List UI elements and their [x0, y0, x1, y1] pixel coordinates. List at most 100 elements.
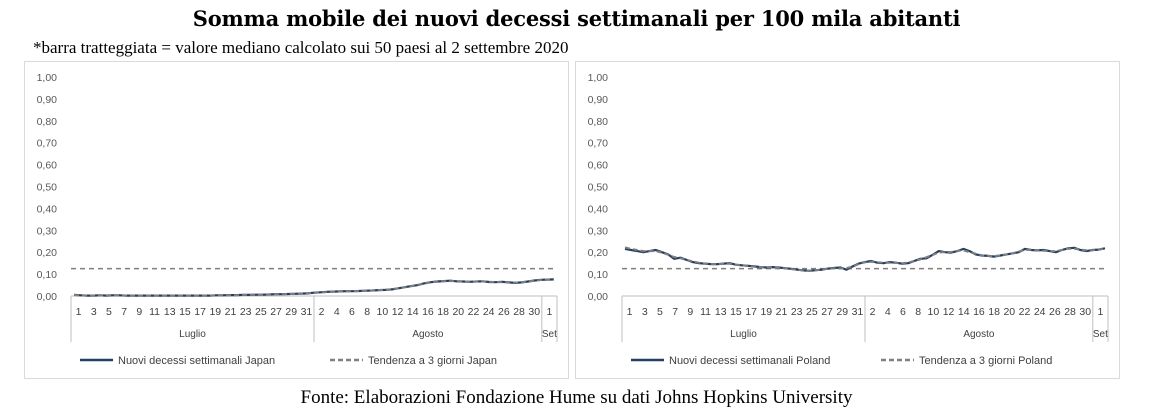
x-tick-label: 26	[1049, 306, 1061, 318]
line-chart-poland: 0,00 0,10 0,20 0,30 0,40 0,50 0,60 0,70 0,80 0,90…	[588, 72, 1109, 367]
x-tick-label: 21	[225, 306, 237, 318]
y-tick-label: 0,00	[37, 291, 58, 303]
x-tick-label: 7	[672, 306, 678, 318]
y-tick-label: 0,60	[37, 160, 58, 172]
x-tick-label: 5	[106, 306, 112, 318]
y-tick-label: 0,10	[37, 269, 58, 281]
x-tick-label: 4	[885, 306, 891, 318]
x-tick-label: 28	[513, 306, 525, 318]
x-tick-label: 30	[1079, 306, 1091, 318]
y-tick-label: 0,80	[588, 116, 609, 128]
y-tick-label: 0,20	[588, 247, 609, 259]
month-label: Set	[542, 329, 557, 340]
x-tick-label: 16	[973, 306, 985, 318]
x-tick-label: 18	[437, 306, 449, 318]
source-footer: Fonte: Elaborazioni Fondazione Hume su d…	[300, 387, 853, 408]
chart-panel-japan: 0,00 0,10 0,20 0,30 0,40 0,50 0,60 0,70 0,80 0,90…	[24, 61, 569, 379]
x-tick-label: 10	[928, 306, 940, 318]
series-line-trend	[624, 246, 1106, 272]
chart-title: Somma mobile dei nuovi decessi settimana…	[192, 6, 961, 31]
month-label: Agosto	[963, 329, 995, 340]
x-tick-label: 19	[760, 306, 772, 318]
x-tick-label: 2	[870, 306, 876, 318]
x-tick-label: 17	[194, 306, 206, 318]
x-tick-label: 1	[546, 306, 552, 318]
x-tick-label: 27	[270, 306, 282, 318]
x-tick-label: 18	[988, 306, 1000, 318]
x-tick-label: 9	[136, 306, 142, 318]
x-tick-label: 26	[498, 306, 510, 318]
x-tick-label: 17	[745, 306, 757, 318]
x-tick-label: 25	[255, 306, 267, 318]
x-tick-label: 3	[91, 306, 97, 318]
x-tick-label: 24	[483, 306, 495, 318]
y-tick-label: 0,60	[588, 160, 609, 172]
x-tick-label: 23	[791, 306, 803, 318]
x-tick-label: 31	[301, 306, 313, 318]
x-tick-label: 14	[958, 306, 970, 318]
x-tick-label: 3	[642, 306, 648, 318]
x-tick-label: 13	[164, 306, 176, 318]
series-line-weekly-deaths	[624, 246, 1106, 272]
month-label: Agosto	[412, 329, 444, 340]
x-tick-label: 6	[900, 306, 906, 318]
x-tick-label: 13	[715, 306, 727, 318]
legend-label-weekly: Nuovi decessi settimanali Poland	[669, 355, 830, 367]
x-tick-label: 12	[943, 306, 955, 318]
y-tick-label: 0,50	[37, 182, 58, 194]
month-label: Luglio	[730, 329, 757, 340]
y-tick-label: 0,50	[588, 182, 609, 194]
x-tick-label: 4	[334, 306, 340, 318]
line-chart-japan: 0,00 0,10 0,20 0,30 0,40 0,50 0,60 0,70 0,80 0,90…	[37, 72, 558, 367]
x-tick-label: 27	[821, 306, 833, 318]
x-tick-label: 30	[528, 306, 540, 318]
x-tick-label: 12	[392, 306, 404, 318]
y-tick-label: 0,30	[588, 225, 609, 237]
x-tick-label: 24	[1034, 306, 1046, 318]
y-tick-label: 0,40	[37, 203, 58, 215]
x-tick-label: 1	[76, 306, 82, 318]
y-tick-label: 0,90	[588, 94, 609, 106]
legend-label-trend: Tendenza a 3 giorni Poland	[919, 355, 1052, 367]
x-tick-label: 31	[852, 306, 864, 318]
x-tick-label: 6	[349, 306, 355, 318]
legend-label-weekly: Nuovi decessi settimanali Japan	[118, 355, 275, 367]
x-tick-label: 28	[1064, 306, 1076, 318]
y-tick-label: 1,00	[37, 72, 58, 84]
x-tick-label: 21	[776, 306, 788, 318]
y-tick-label: 0,90	[37, 94, 58, 106]
x-tick-label: 29	[836, 306, 848, 318]
chart-panel-poland: 0,00 0,10 0,20 0,30 0,40 0,50 0,60 0,70 0,80 0,90…	[575, 61, 1120, 379]
x-tick-label: 8	[364, 306, 370, 318]
y-tick-label: 1,00	[588, 72, 609, 84]
legend-label-trend: Tendenza a 3 giorni Japan	[368, 355, 497, 367]
x-tick-label: 15	[730, 306, 742, 318]
month-label: Set	[1093, 329, 1108, 340]
x-tick-label: 14	[407, 306, 419, 318]
x-tick-label: 23	[240, 306, 252, 318]
x-tick-label: 25	[806, 306, 818, 318]
x-tick-label: 8	[915, 306, 921, 318]
x-tick-label: 5	[657, 306, 663, 318]
x-tick-label: 11	[700, 306, 711, 318]
x-tick-label: 20	[452, 306, 464, 318]
x-tick-label: 9	[687, 306, 693, 318]
x-tick-label: 19	[209, 306, 221, 318]
y-tick-label: 0,70	[37, 138, 58, 150]
x-tick-label: 2	[319, 306, 325, 318]
chart-subtitle: *barra tratteggiata = valore mediano cal…	[33, 38, 569, 57]
x-tick-label: 7	[121, 306, 127, 318]
y-tick-label: 0,30	[37, 225, 58, 237]
y-tick-label: 0,20	[37, 247, 58, 259]
y-tick-label: 0,80	[37, 116, 58, 128]
y-tick-label: 0,10	[588, 269, 609, 281]
x-tick-label: 11	[149, 306, 160, 318]
x-tick-label: 1	[1097, 306, 1103, 318]
y-tick-label: 0,40	[588, 203, 609, 215]
series-line-trend	[73, 278, 554, 297]
month-label: Luglio	[179, 329, 206, 340]
x-tick-label: 22	[468, 306, 480, 318]
x-tick-label: 22	[1019, 306, 1031, 318]
y-tick-label: 0,70	[588, 138, 609, 150]
x-tick-label: 29	[285, 306, 297, 318]
